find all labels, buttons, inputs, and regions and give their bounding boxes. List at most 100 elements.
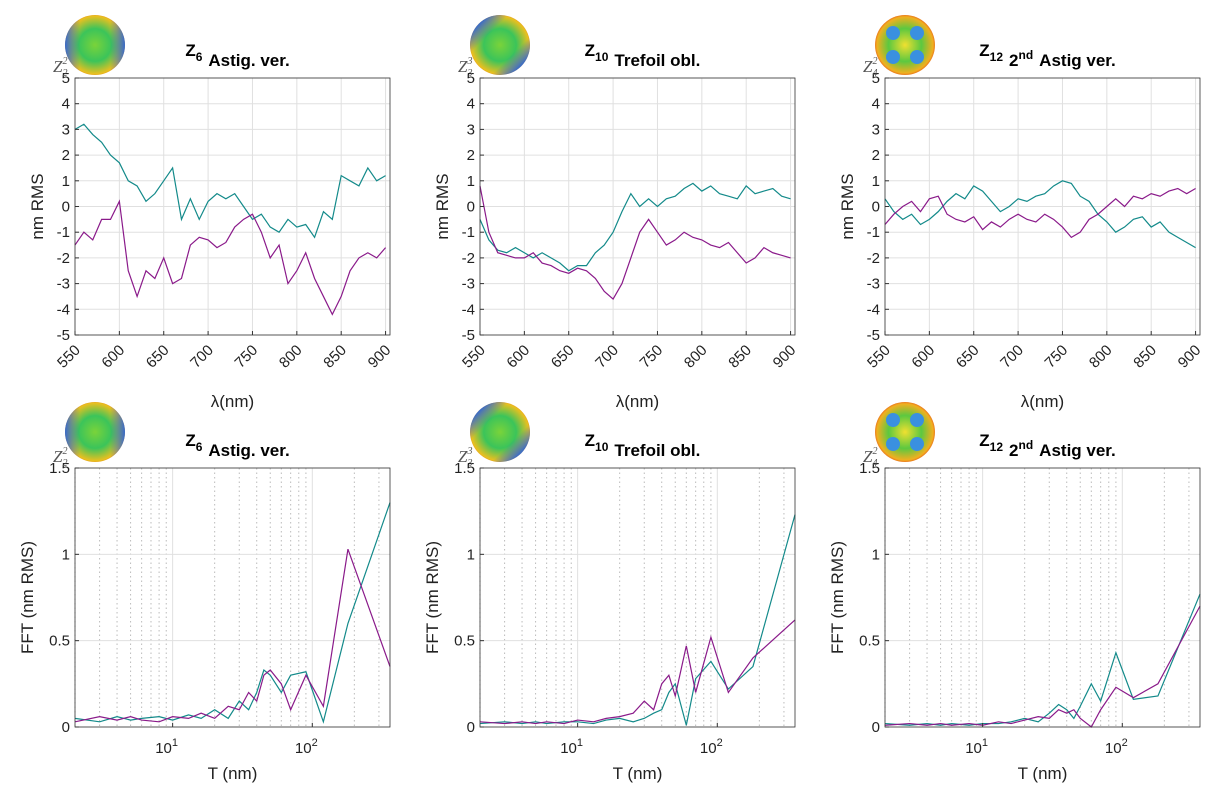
icon-sup: 2 [872, 446, 877, 457]
x-tick-label: 750 [637, 342, 667, 372]
icon-base: Z [53, 447, 63, 466]
y-tick-label: 0.5 [49, 633, 70, 650]
x-tick-label: 800 [1086, 342, 1116, 372]
y-tick-label: 3 [467, 121, 475, 138]
axes: -5 -4 -3 -2 -1 0 1 2 3 4 5 550 600 650 700 750 800 850 900… [28, 41, 394, 411]
x-tick-label: 900 [1175, 342, 1205, 372]
y-tick-label: 1 [62, 546, 70, 563]
y-axis-label: nm RMS [838, 173, 857, 239]
y-axis-label: FFT (nm RMS) [423, 541, 442, 654]
title-part: Z [185, 41, 195, 60]
x-tick-label: 900 [365, 342, 395, 372]
x-axis-label: λ(nm) [211, 392, 254, 411]
data-line [884, 605, 1201, 728]
y-tick-label: -1 [57, 224, 70, 241]
icon-sub: 3 [466, 458, 472, 469]
chart-title: Z12 2nd Astig ver. [979, 431, 1115, 460]
chart-title: Z10 Trefoil obl. [585, 41, 701, 70]
y-tick-label: 2 [62, 147, 70, 164]
tick-base: 10 [965, 740, 982, 757]
y-tick-label: 1 [467, 546, 475, 563]
tick-exponent: 1 [982, 737, 988, 749]
x-axis-label: T (nm) [1018, 764, 1068, 783]
axes: -5 -4 -3 -2 -1 0 1 2 3 4 5 550 600 650 700 750 800 850 900… [433, 41, 799, 411]
data-line [74, 199, 387, 316]
icon-sub: 4 [872, 68, 877, 79]
y-tick-label: 1.5 [454, 460, 475, 477]
data-line [479, 619, 796, 725]
data-line [74, 548, 391, 723]
chart-title: Z12 2nd Astig ver. [979, 41, 1115, 70]
x-tick-label: 700 [187, 342, 217, 372]
y-tick-label: -3 [867, 276, 880, 293]
x-tick-label: 700 [997, 342, 1027, 372]
y-tick-label: -5 [462, 327, 475, 344]
tick-exponent: 2 [1122, 737, 1128, 749]
x-tick-label: 850 [725, 342, 755, 372]
x-tick-label: 750 [1042, 342, 1072, 372]
chart-title: Z6 Astig. ver. [185, 431, 289, 460]
x-axis-label: T (nm) [208, 764, 258, 783]
y-tick-label: 0 [62, 719, 70, 736]
y-tick-label: -4 [57, 301, 70, 318]
title-part: Z [979, 41, 989, 60]
icon-base: Z [863, 57, 873, 76]
x-tick-label: 850 [320, 342, 350, 372]
y-tick-label: 4 [62, 96, 70, 113]
y-tick-label: 2 [872, 147, 880, 164]
tick-exponent: 2 [717, 737, 723, 749]
icon-sup: 2 [62, 56, 67, 67]
icon-sup: 2 [872, 56, 877, 67]
title-part: 10 [595, 440, 609, 454]
title-part: Z [185, 431, 195, 450]
y-tick-label: -4 [462, 301, 475, 318]
y-axis-label: FFT (nm RMS) [18, 541, 37, 654]
tick-exponent: 1 [172, 737, 178, 749]
x-tick-label: 750 [232, 342, 262, 372]
tick-base: 10 [560, 740, 577, 757]
y-tick-label: 5 [872, 70, 880, 87]
y-tick-label: 3 [872, 121, 880, 138]
icon-sub: 2 [62, 68, 67, 79]
y-tick-label: -1 [867, 224, 880, 241]
data-line [479, 185, 791, 300]
axes-box [74, 467, 391, 728]
icon-sup: 3 [466, 56, 472, 67]
y-tick-label: -4 [867, 301, 880, 318]
y-tick-label: -2 [462, 250, 475, 267]
y-tick-label: -3 [57, 276, 70, 293]
y-tick-label: 0.5 [859, 633, 880, 650]
title-part: Astig. ver. [208, 441, 289, 460]
title-part: 6 [196, 440, 203, 454]
title-part: 12 [990, 50, 1004, 64]
y-tick-label: 0 [62, 199, 70, 216]
icon-sub: 2 [62, 458, 67, 469]
data-line [479, 182, 791, 272]
x-axis-label: λ(nm) [1021, 392, 1064, 411]
chart-title: Z10 Trefoil obl. [585, 431, 701, 460]
x-tick-label: 600 [908, 342, 938, 372]
title-part: Z [979, 431, 989, 450]
y-tick-label: 0 [467, 199, 475, 216]
tick-base: 10 [1105, 740, 1122, 757]
title-part: Z [585, 41, 595, 60]
y-tick-label: 1 [872, 546, 880, 563]
y-tick-label: 1 [872, 173, 880, 190]
x-axis-label: λ(nm) [616, 392, 659, 411]
x-tick-label: 650 [143, 342, 173, 372]
x-tick-label: 650 [953, 342, 983, 372]
data-line [884, 187, 1196, 239]
axes-box [479, 467, 796, 728]
icon-base: Z [863, 447, 873, 466]
icon-base: Z [458, 447, 468, 466]
title-part: 2 [1009, 51, 1018, 70]
x-tick-label: 850 [1130, 342, 1160, 372]
y-tick-label: -1 [462, 224, 475, 241]
icon-label: Z2 2 [53, 56, 67, 79]
chart-title: Z6 Astig. ver. [185, 41, 289, 70]
x-tick-label: 102 [295, 737, 318, 757]
